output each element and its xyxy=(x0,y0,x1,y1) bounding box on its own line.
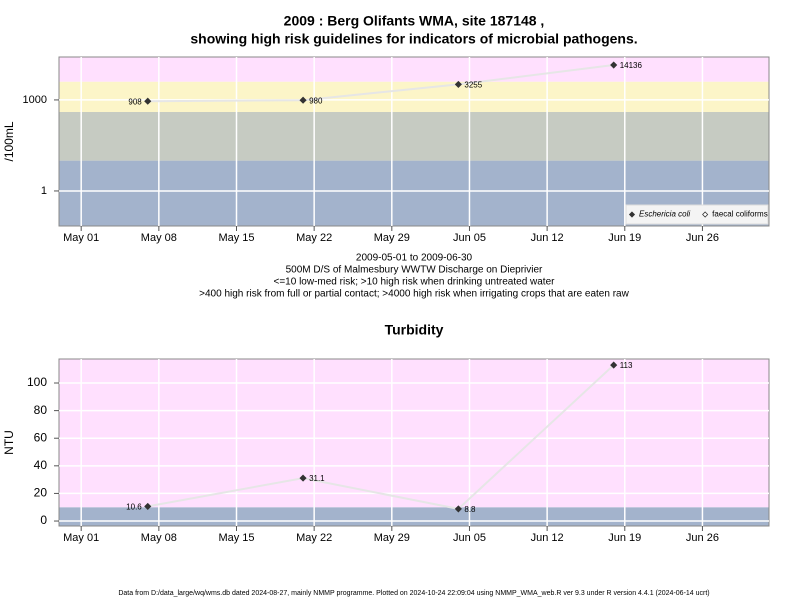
x-tick-label: May 22 xyxy=(296,532,332,544)
data-point xyxy=(299,96,307,104)
subtitle: <=10 low-med risk; >10 high risk when dr… xyxy=(274,277,556,288)
x-tick-label: Jun 05 xyxy=(453,532,486,544)
data-point xyxy=(144,97,152,105)
chart-title: showing high risk guidelines for indicat… xyxy=(190,31,637,47)
data-label: 8.8 xyxy=(464,505,476,514)
data-point xyxy=(610,361,618,369)
plot-frame xyxy=(58,358,770,527)
subtitle: 500M D/S of Malmesbury WWTW Discharge on… xyxy=(286,265,543,276)
risk-band xyxy=(59,359,769,508)
y-axis-title: NTU xyxy=(2,430,16,455)
data-label: 980 xyxy=(309,96,323,105)
data-label: 10.6 xyxy=(126,503,142,512)
y-tick-label: 1 xyxy=(41,185,47,197)
x-tick-label: May 22 xyxy=(296,232,332,244)
y-tick-label: 60 xyxy=(34,430,48,444)
x-tick-label: Jun 26 xyxy=(686,232,719,244)
data-label: 14136 xyxy=(620,61,643,70)
subtitle: >400 high risk from full or partial cont… xyxy=(199,289,629,300)
legend: Eschericia coli faecal coliforms xyxy=(625,204,769,225)
data-label: 31.1 xyxy=(309,474,325,483)
y-tick-label: 0 xyxy=(40,513,47,527)
subtitle: 2009-05-01 to 2009-06-30 xyxy=(356,253,473,264)
data-label: 113 xyxy=(620,361,633,370)
x-tick-label: Jun 05 xyxy=(453,232,486,244)
x-tick-label: May 08 xyxy=(141,232,177,244)
y-tick-label: 20 xyxy=(34,486,48,500)
footer: Data from D:/data_large/wq/wms.db dated … xyxy=(118,590,709,597)
x-tick-label: May 15 xyxy=(218,532,254,544)
data-point xyxy=(454,80,462,88)
x-tick-label: May 15 xyxy=(218,232,254,244)
x-tick-label: Jun 12 xyxy=(531,232,564,244)
y-axis-title: /100mL xyxy=(2,121,16,161)
legend-box xyxy=(625,204,769,225)
risk-band xyxy=(59,507,769,526)
y-tick-label: 80 xyxy=(34,403,48,417)
chart-title: 2009 : Berg Olifants WMA, site 187148 , xyxy=(284,13,545,29)
x-tick-label: Jun 19 xyxy=(608,532,641,544)
legend-marker xyxy=(628,211,636,218)
x-tick-label: May 29 xyxy=(374,232,410,244)
data-point xyxy=(299,474,307,482)
chart-title: Turbidity xyxy=(385,322,444,338)
x-tick-label: Jun 19 xyxy=(608,232,641,244)
data-point xyxy=(610,61,618,69)
risk-band xyxy=(59,57,769,82)
series-line xyxy=(147,64,614,103)
x-tick-label: May 01 xyxy=(63,532,99,544)
x-tick-label: May 29 xyxy=(374,532,410,544)
x-tick-label: May 08 xyxy=(141,532,177,544)
data-point xyxy=(454,505,462,513)
x-tick-label: May 01 xyxy=(63,232,99,244)
y-tick-label: 1000 xyxy=(23,94,47,106)
legend-label: faecal coliforms xyxy=(712,210,768,219)
data-point xyxy=(144,502,152,510)
risk-band xyxy=(59,112,769,161)
risk-band xyxy=(59,81,769,113)
x-tick-label: Jun 26 xyxy=(686,532,719,544)
legend-marker xyxy=(702,211,709,218)
legend-label: Eschericia coli xyxy=(639,210,690,219)
plot-frame xyxy=(58,56,770,227)
data-label: 3255 xyxy=(464,80,482,89)
data-label: 908 xyxy=(128,97,142,106)
x-tick-label: Jun 12 xyxy=(531,532,564,544)
y-tick-label: 100 xyxy=(27,375,47,389)
y-tick-label: 40 xyxy=(34,458,48,472)
series-line xyxy=(147,364,615,510)
